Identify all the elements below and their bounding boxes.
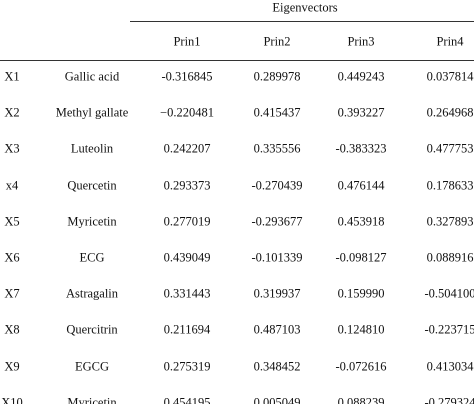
row-id: X7: [4, 286, 20, 301]
cell-value: 0.454195: [163, 395, 211, 404]
cell-value: -0.293677: [251, 214, 303, 229]
cell-value: 0.331443: [163, 286, 211, 301]
cell-value: 0.487103: [253, 322, 301, 337]
cell-value: 0.393227: [337, 105, 385, 120]
cell-value: -0.223715: [424, 322, 474, 337]
column-header: Prin3: [347, 34, 375, 49]
cell-value: 0.476144: [337, 178, 385, 193]
cell-value: 0.293373: [163, 178, 211, 193]
cell-value: -0.316845: [161, 69, 213, 84]
cell-value: 0.319937: [253, 286, 301, 301]
cell-value: -0.270439: [251, 178, 303, 193]
compound-name: Gallic acid: [64, 69, 120, 84]
cell-value: 0.327893: [426, 214, 474, 229]
cell-value: 0.289978: [253, 69, 301, 84]
compound-name: Luteolin: [70, 141, 114, 156]
compound-name: Myricetin: [67, 214, 117, 229]
cell-value: -0.072616: [335, 359, 387, 374]
cell-value: 0.413034: [426, 359, 474, 374]
compound-name: EGCG: [74, 359, 110, 374]
cell-value: 0.264968: [426, 105, 474, 120]
row-id: X2: [4, 105, 20, 120]
cell-value: 0.124810: [337, 322, 385, 337]
cell-value: -0.504100: [424, 286, 474, 301]
row-id: X1: [4, 69, 20, 84]
compound-name: Astragalin: [65, 286, 119, 301]
row-id: X10: [1, 395, 23, 404]
cell-value: 0.088916: [426, 250, 474, 265]
row-id: X5: [4, 214, 20, 229]
cell-value: -0.279324: [424, 395, 474, 404]
cell-value: 0.211694: [163, 322, 211, 337]
cell-value: 0.275319: [163, 359, 211, 374]
cell-value: 0.449243: [337, 69, 385, 84]
row-id: x4: [5, 178, 19, 193]
compound-name: Methyl gallate: [55, 105, 129, 120]
compound-name: Quercitrin: [66, 322, 118, 337]
cell-value: 0.453918: [337, 214, 385, 229]
compound-name: Myricetin: [67, 395, 117, 404]
row-id: X6: [4, 250, 20, 265]
cell-value: 0.348452: [253, 359, 301, 374]
cell-value: 0.088239: [337, 395, 385, 404]
cell-value: 0.178633: [426, 178, 474, 193]
column-header: Prin1: [173, 34, 201, 49]
cell-value: 0.439049: [163, 250, 211, 265]
rule: [130, 21, 474, 22]
cell-value: -0.098127: [335, 250, 387, 265]
row-id: X9: [4, 359, 20, 374]
group-header: Eigenvectors: [272, 0, 338, 15]
column-header: Prin4: [436, 34, 464, 49]
cell-value: 0.159990: [337, 286, 385, 301]
column-header: Prin2: [263, 34, 291, 49]
cell-value: 0.335556: [253, 141, 301, 156]
cell-value: 0.415437: [253, 105, 301, 120]
cell-value: 0.242207: [163, 141, 211, 156]
row-id: X3: [4, 141, 20, 156]
rule: [0, 60, 474, 61]
cell-value: −0.220481: [160, 105, 214, 120]
row-id: X8: [4, 322, 20, 337]
cell-value: 0.477753: [426, 141, 474, 156]
cell-value: 0.277019: [163, 214, 211, 229]
cell-value: 0.037814: [426, 69, 474, 84]
cell-value: -0.101339: [251, 250, 303, 265]
compound-name: Quercetin: [67, 178, 117, 193]
cell-value: 0.005049: [253, 395, 301, 404]
cell-value: -0.383323: [335, 141, 387, 156]
compound-name: ECG: [79, 250, 105, 265]
